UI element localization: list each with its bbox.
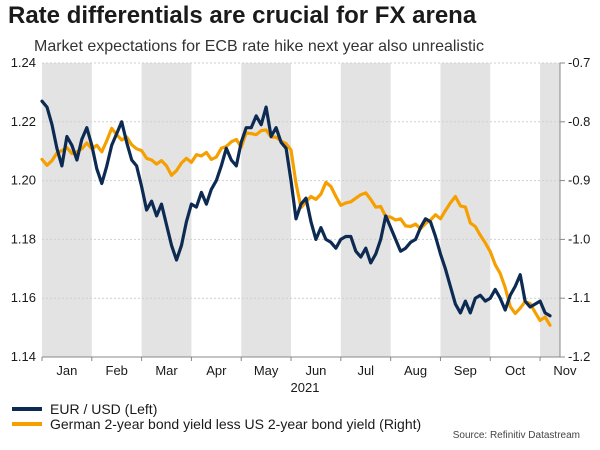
- series-layer: [40, 99, 552, 327]
- month-labels: Jan Feb Mar Apr May Jun Jul Aug Sep Oct Nov: [41, 357, 577, 378]
- month-label: Jun: [305, 363, 326, 378]
- legend-item-yield-spread: German 2-year bond yield less US 2-year …: [12, 416, 421, 432]
- axes: [42, 63, 561, 358]
- month-band: [540, 63, 560, 357]
- right-tick-label: -0.7: [568, 55, 590, 70]
- right-tick-label: -1.0: [568, 231, 590, 246]
- month-label: Jan: [56, 363, 77, 378]
- year-label: 2021: [291, 380, 320, 395]
- month-bands: [42, 63, 560, 357]
- month-band: [141, 63, 192, 357]
- left-tick-label: 1.22: [11, 114, 36, 129]
- right-axis-ticks: -0.7 -0.8 -0.9 -1.0 -1.1 -1.2: [560, 55, 590, 364]
- legend-label-eurusd: EUR / USD (Left): [50, 401, 158, 417]
- month-label: Jul: [357, 363, 374, 378]
- month-label: Aug: [404, 363, 427, 378]
- series-line-eurusd: [40, 99, 552, 318]
- left-tick-label: 1.18: [11, 231, 36, 246]
- month-label: Feb: [106, 363, 128, 378]
- legend-swatch-yield-spread: [12, 422, 42, 426]
- legend-swatch-eurusd: [12, 407, 42, 411]
- right-tick-label: -0.8: [568, 114, 590, 129]
- chart-subtitle: Market expectations for ECB rate hike ne…: [34, 38, 484, 55]
- month-label: May: [254, 363, 279, 378]
- left-tick-label: 1.24: [11, 55, 36, 70]
- month-label: Mar: [155, 363, 178, 378]
- left-tick-label: 1.20: [11, 173, 36, 188]
- month-label: Oct: [505, 363, 526, 378]
- right-tick-label: -1.2: [568, 349, 590, 364]
- month-band: [42, 63, 92, 357]
- left-tick-label: 1.16: [11, 290, 36, 305]
- source-note: Source: Refinitiv Datastream: [452, 430, 580, 441]
- right-tick-label: -0.9: [568, 173, 590, 188]
- legend-label-yield-spread: German 2-year bond yield less US 2-year …: [50, 416, 422, 432]
- left-axis-ticks: 1.24 1.22 1.20 1.18 1.16 1.14: [11, 55, 36, 364]
- legend-item-eurusd: EUR / USD (Left): [12, 401, 157, 417]
- left-tick-label: 1.14: [11, 349, 36, 364]
- month-label: Apr: [206, 363, 227, 378]
- right-tick-label: -1.1: [568, 290, 590, 305]
- chart-title: Rate differentials are crucial for FX ar…: [8, 2, 477, 29]
- month-label: Sep: [454, 363, 477, 378]
- month-label: Nov: [553, 363, 577, 378]
